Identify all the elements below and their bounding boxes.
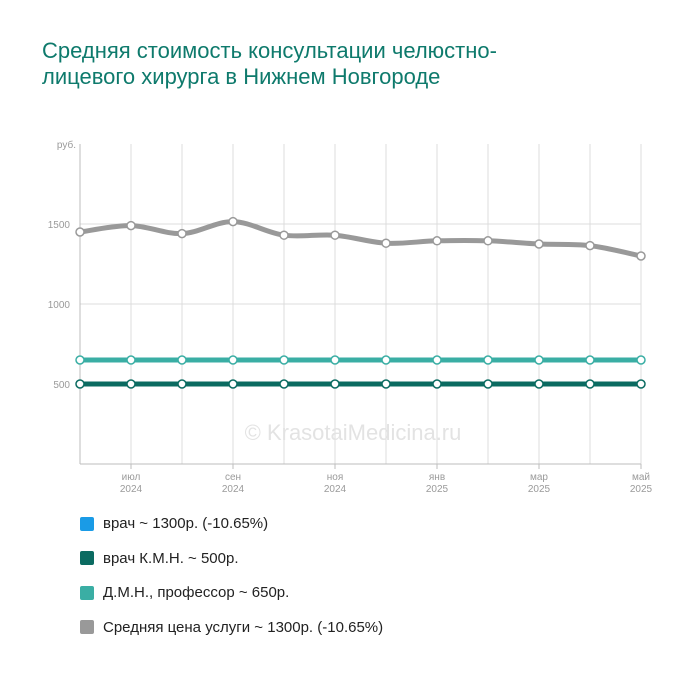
data-point bbox=[228, 216, 238, 227]
data-point bbox=[381, 238, 391, 248]
legend-item[interactable]: врач ~ 1300р. (-10.65%) bbox=[80, 512, 383, 535]
data-point bbox=[381, 355, 391, 365]
line-chart: 500 1000 1500 руб. © KrasotaiMedicina.ru ию… bbox=[48, 139, 653, 495]
data-point bbox=[534, 355, 544, 365]
data-point bbox=[432, 236, 442, 246]
x-tick-label-month: сен bbox=[225, 472, 241, 483]
x-tick-label-month: июл bbox=[122, 472, 141, 483]
data-point bbox=[75, 227, 85, 237]
legend-label: врач ~ 1300р. (-10.65%) bbox=[103, 515, 269, 532]
data-point bbox=[228, 355, 238, 365]
data-point bbox=[330, 355, 340, 365]
data-point bbox=[483, 355, 493, 365]
legend-label: врач К.М.Н. ~ 500р. bbox=[103, 549, 239, 567]
legend-swatch bbox=[80, 585, 94, 600]
data-point bbox=[126, 355, 136, 365]
legend-label: Д.М.Н., профессор ~ 650р. bbox=[103, 584, 290, 601]
data-point bbox=[585, 240, 595, 251]
data-point bbox=[75, 379, 85, 389]
chart-title: Средняя стоимость консультации челюстно-… bbox=[42, 38, 497, 89]
x-tick-label-year: 2024 bbox=[222, 484, 245, 495]
data-point bbox=[228, 379, 238, 389]
y-axis-unit-label: руб. bbox=[57, 139, 76, 151]
data-point bbox=[177, 379, 187, 389]
data-point bbox=[534, 379, 544, 389]
data-point bbox=[126, 220, 136, 231]
data-point bbox=[483, 236, 493, 246]
legend-swatch bbox=[80, 516, 94, 531]
data-point bbox=[330, 379, 340, 389]
legend-swatch bbox=[80, 620, 94, 634]
y-tick-label: 1000 bbox=[48, 300, 71, 311]
legend-item[interactable]: врач К.М.Н. ~ 500р. bbox=[80, 547, 383, 570]
legend-item[interactable]: Средняя цена услуги ~ 1300р. (-10.65%) bbox=[80, 616, 383, 639]
data-point bbox=[279, 230, 289, 240]
x-tick-label-month: май bbox=[632, 472, 650, 483]
y-tick-label: 500 bbox=[53, 380, 70, 391]
data-point bbox=[636, 251, 646, 261]
data-point bbox=[432, 355, 442, 365]
x-tick-label-year: 2024 bbox=[324, 484, 347, 495]
data-point bbox=[279, 379, 289, 389]
x-tick-label-month: ноя bbox=[327, 472, 344, 483]
x-tick-label-year: 2024 bbox=[120, 484, 143, 495]
x-tick-label-year: 2025 bbox=[630, 484, 653, 495]
data-point bbox=[534, 239, 544, 249]
data-point bbox=[75, 355, 85, 365]
data-point bbox=[585, 379, 595, 389]
legend-swatch bbox=[80, 551, 94, 565]
legend: врач ~ 1300р. (-10.65%) врач К.М.Н. ~ 50… bbox=[80, 512, 383, 650]
data-point bbox=[585, 355, 595, 365]
x-tick-label-month: мар bbox=[530, 472, 548, 483]
watermark: © KrasotaiMedicina.ru bbox=[245, 420, 462, 445]
data-point bbox=[126, 379, 136, 389]
data-point bbox=[636, 355, 646, 365]
data-point bbox=[177, 228, 187, 239]
x-tick-label-month: янв bbox=[429, 472, 445, 483]
data-point bbox=[381, 379, 391, 389]
data-point bbox=[177, 355, 187, 365]
data-point bbox=[330, 230, 340, 240]
data-point bbox=[279, 355, 289, 365]
legend-label: Средняя цена услуги ~ 1300р. (-10.65%) bbox=[103, 618, 384, 636]
series-line bbox=[77, 219, 644, 259]
data-point bbox=[636, 379, 646, 389]
legend-item[interactable]: Д.М.Н., профессор ~ 650р. bbox=[80, 581, 383, 604]
data-point bbox=[432, 379, 442, 389]
x-tick-label-year: 2025 bbox=[528, 484, 551, 495]
y-tick-label: 1500 bbox=[48, 220, 71, 231]
data-point bbox=[483, 379, 493, 389]
x-tick-label-year: 2025 bbox=[426, 484, 449, 495]
